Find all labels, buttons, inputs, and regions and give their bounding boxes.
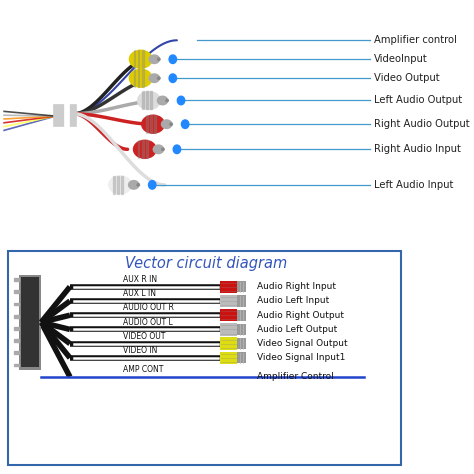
Circle shape bbox=[182, 120, 189, 128]
Text: VideoInput: VideoInput bbox=[374, 54, 428, 64]
Bar bbox=[14, 351, 19, 354]
Bar bbox=[150, 91, 152, 109]
Text: VIDEO OUT: VIDEO OUT bbox=[123, 332, 166, 341]
Text: Left Audio Output: Left Audio Output bbox=[374, 95, 463, 106]
Bar bbox=[138, 140, 139, 158]
Bar bbox=[14, 315, 19, 318]
Bar bbox=[142, 91, 144, 109]
Bar bbox=[237, 338, 246, 349]
Bar bbox=[8, 251, 401, 465]
Text: AUX L IN: AUX L IN bbox=[123, 289, 156, 298]
Bar bbox=[237, 295, 246, 307]
Bar bbox=[138, 50, 139, 68]
Ellipse shape bbox=[166, 100, 168, 102]
Bar bbox=[0, 0, 411, 251]
Bar bbox=[134, 50, 136, 68]
Bar bbox=[14, 327, 19, 330]
Text: VIDEO IN: VIDEO IN bbox=[123, 346, 158, 355]
Text: Right Audio Input: Right Audio Input bbox=[374, 144, 461, 155]
Bar bbox=[142, 140, 144, 158]
Ellipse shape bbox=[128, 181, 139, 189]
Ellipse shape bbox=[149, 74, 159, 82]
Bar bbox=[220, 323, 237, 336]
Circle shape bbox=[169, 74, 176, 82]
Bar bbox=[220, 309, 237, 321]
Text: Video Signal Input1: Video Signal Input1 bbox=[257, 354, 346, 362]
Bar bbox=[220, 352, 237, 364]
Bar bbox=[64, 102, 69, 128]
Bar bbox=[220, 295, 237, 307]
Text: Right Audio Output: Right Audio Output bbox=[374, 119, 470, 129]
Ellipse shape bbox=[129, 50, 152, 68]
Bar bbox=[54, 104, 76, 126]
Ellipse shape bbox=[170, 123, 173, 126]
Bar bbox=[150, 115, 152, 133]
Text: Video Output: Video Output bbox=[374, 73, 440, 83]
Bar bbox=[18, 275, 41, 370]
Text: Amplifier Control: Amplifier Control bbox=[257, 373, 334, 381]
Ellipse shape bbox=[137, 91, 160, 109]
Bar bbox=[121, 176, 123, 194]
Text: Audio Left Output: Audio Left Output bbox=[257, 325, 337, 334]
Bar bbox=[237, 352, 246, 364]
Bar bbox=[138, 69, 139, 87]
Ellipse shape bbox=[129, 69, 152, 87]
Ellipse shape bbox=[142, 115, 164, 133]
Circle shape bbox=[169, 55, 176, 64]
Text: AUDIO OUT L: AUDIO OUT L bbox=[123, 318, 173, 327]
Ellipse shape bbox=[137, 183, 139, 186]
Bar bbox=[113, 176, 115, 194]
Bar bbox=[155, 115, 156, 133]
Text: Audio Left Input: Audio Left Input bbox=[257, 297, 329, 305]
Bar bbox=[237, 324, 246, 335]
Circle shape bbox=[148, 181, 156, 189]
Text: Amplifier control: Amplifier control bbox=[374, 35, 457, 46]
Bar bbox=[146, 140, 148, 158]
Text: Video Signal Output: Video Signal Output bbox=[257, 339, 348, 348]
Text: Left Audio Input: Left Audio Input bbox=[374, 180, 454, 190]
Bar bbox=[14, 302, 19, 305]
Ellipse shape bbox=[157, 96, 168, 105]
Text: AUX R IN: AUX R IN bbox=[123, 275, 157, 284]
Bar bbox=[142, 50, 144, 68]
Text: AMP CONT: AMP CONT bbox=[123, 365, 164, 374]
Ellipse shape bbox=[157, 77, 160, 80]
Text: Audio Right Input: Audio Right Input bbox=[257, 283, 336, 291]
Ellipse shape bbox=[109, 176, 131, 194]
Bar bbox=[14, 364, 19, 366]
Ellipse shape bbox=[162, 148, 164, 151]
Bar bbox=[142, 69, 144, 87]
Circle shape bbox=[173, 145, 181, 154]
Bar bbox=[146, 115, 148, 133]
Bar bbox=[134, 69, 136, 87]
Bar bbox=[146, 91, 148, 109]
Ellipse shape bbox=[153, 145, 164, 154]
Bar bbox=[117, 176, 119, 194]
Bar bbox=[14, 291, 19, 293]
Ellipse shape bbox=[162, 120, 172, 128]
Text: Vector circuit diagram: Vector circuit diagram bbox=[125, 255, 287, 271]
Text: Audio Right Output: Audio Right Output bbox=[257, 311, 344, 319]
Bar bbox=[237, 281, 246, 292]
Ellipse shape bbox=[149, 55, 159, 64]
Bar bbox=[237, 310, 246, 321]
Bar bbox=[14, 339, 19, 342]
Bar bbox=[220, 337, 237, 350]
Bar bbox=[20, 277, 39, 367]
Ellipse shape bbox=[134, 140, 156, 158]
Text: AUDIO OUT R: AUDIO OUT R bbox=[123, 303, 174, 312]
Circle shape bbox=[177, 96, 185, 105]
Bar bbox=[14, 278, 19, 281]
Ellipse shape bbox=[157, 58, 160, 61]
Bar bbox=[220, 281, 237, 293]
